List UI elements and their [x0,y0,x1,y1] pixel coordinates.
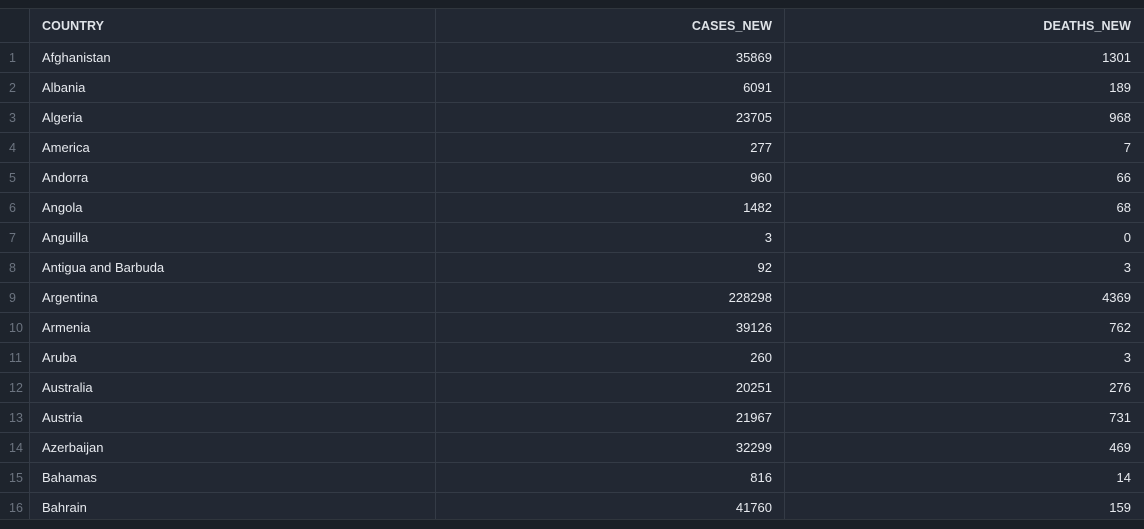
cell-country[interactable]: Bahrain [30,493,436,519]
cell-cases-new[interactable]: 39126 [436,313,785,342]
row-number: 14 [0,433,30,462]
cell-deaths-new[interactable]: 159 [1109,500,1131,515]
cell-deaths-new[interactable]: 189 [1109,80,1131,95]
cell-cases-new[interactable]: 23705 [436,103,785,132]
table-row[interactable]: 8 Antigua and Barbuda 92 3 [0,253,1144,283]
table-row[interactable]: 3 Algeria 23705 968 [0,103,1144,133]
row-number: 11 [0,343,30,372]
table-row[interactable]: 4 America 277 7 [0,133,1144,163]
cell-deaths-new[interactable]: 968 [1109,110,1131,125]
cell-country[interactable]: Armenia [30,313,436,342]
table-row[interactable]: 2 Albania 6091 189 [0,73,1144,103]
row-number: 7 [0,223,30,252]
cell-cases-new[interactable]: 1482 [436,193,785,222]
cell-country[interactable]: Algeria [30,103,436,132]
cell-cases-new[interactable]: 32299 [436,433,785,462]
cell-cases-new[interactable]: 92 [436,253,785,282]
row-number: 8 [0,253,30,282]
column-header-cases-new[interactable]: CASES_NEW [436,9,785,42]
cell-country[interactable]: Azerbaijan [30,433,436,462]
column-header-country[interactable]: COUNTRY [30,9,436,42]
table-row[interactable]: 16 Bahrain 41760 159 [0,493,1144,519]
table-row[interactable]: 5 Andorra 960 66 [0,163,1144,193]
top-toolbar-strip [0,0,1144,9]
cell-country[interactable]: Argentina [30,283,436,312]
cell-deaths-new[interactable]: 1301 [1102,50,1131,65]
row-number: 2 [0,73,30,102]
cell-deaths-new[interactable]: 14 [1116,470,1131,485]
cell-country[interactable]: Angola [30,193,436,222]
cell-deaths-new[interactable]: 7 [1123,140,1131,155]
cell-country[interactable]: Albania [30,73,436,102]
table-row[interactable]: 12 Australia 20251 276 [0,373,1144,403]
cell-country[interactable]: Afghanistan [30,43,436,72]
row-number-header [0,9,30,42]
table-body: 1 Afghanistan 35869 1301 2 Albania 6091 189 3 Alg… [0,43,1144,519]
cell-deaths-new[interactable]: 469 [1109,440,1131,455]
table-row[interactable]: 15 Bahamas 816 14 [0,463,1144,493]
cell-deaths-new[interactable]: 4369 [1102,290,1131,305]
cell-deaths-new[interactable]: 66 [1116,170,1131,185]
cell-country[interactable]: Anguilla [30,223,436,252]
row-number: 6 [0,193,30,222]
cell-country[interactable]: Austria [30,403,436,432]
row-number: 1 [0,43,30,72]
cell-cases-new[interactable]: 35869 [436,43,785,72]
cell-country[interactable]: Andorra [30,163,436,192]
cell-country[interactable]: America [30,133,436,162]
cell-cases-new[interactable]: 260 [436,343,785,372]
cell-cases-new[interactable]: 6091 [436,73,785,102]
cell-cases-new[interactable]: 816 [436,463,785,492]
table-row[interactable]: 7 Anguilla 3 0 [0,223,1144,253]
column-header-deaths-new[interactable]: DEATHS_NEW [1043,18,1131,33]
cell-deaths-new[interactable]: 68 [1116,200,1131,215]
cell-deaths-new[interactable]: 276 [1109,380,1131,395]
row-number: 5 [0,163,30,192]
table-row[interactable]: 9 Argentina 228298 4369 [0,283,1144,313]
bottom-status-strip [0,519,1144,529]
row-number: 13 [0,403,30,432]
results-grid[interactable]: COUNTRY CASES_NEW DEATHS_NEW 1 Afghanista… [0,9,1144,519]
row-number: 4 [0,133,30,162]
cell-deaths-new[interactable]: 3 [1123,350,1131,365]
cell-deaths-new[interactable]: 762 [1109,320,1131,335]
cell-cases-new[interactable]: 20251 [436,373,785,402]
cell-cases-new[interactable]: 3 [436,223,785,252]
table-row[interactable]: 14 Azerbaijan 32299 469 [0,433,1144,463]
cell-deaths-new[interactable]: 0 [1123,230,1131,245]
cell-deaths-new[interactable]: 731 [1109,410,1131,425]
row-number: 10 [0,313,30,342]
cell-cases-new[interactable]: 21967 [436,403,785,432]
table-row[interactable]: 13 Austria 21967 731 [0,403,1144,433]
cell-country[interactable]: Bahamas [30,463,436,492]
row-number: 3 [0,103,30,132]
cell-country[interactable]: Antigua and Barbuda [30,253,436,282]
cell-cases-new[interactable]: 960 [436,163,785,192]
table-row[interactable]: 11 Aruba 260 3 [0,343,1144,373]
cell-cases-new[interactable]: 277 [436,133,785,162]
table-header-row: COUNTRY CASES_NEW DEATHS_NEW [0,9,1144,43]
row-number: 16 [0,493,30,519]
cell-cases-new[interactable]: 228298 [436,283,785,312]
table-row[interactable]: 10 Armenia 39126 762 [0,313,1144,343]
cell-deaths-new[interactable]: 3 [1123,260,1131,275]
table-row[interactable]: 6 Angola 1482 68 [0,193,1144,223]
cell-country[interactable]: Australia [30,373,436,402]
row-number: 15 [0,463,30,492]
row-number: 12 [0,373,30,402]
cell-cases-new[interactable]: 41760 [436,493,785,519]
table-row[interactable]: 1 Afghanistan 35869 1301 [0,43,1144,73]
row-number: 9 [0,283,30,312]
cell-country[interactable]: Aruba [30,343,436,372]
